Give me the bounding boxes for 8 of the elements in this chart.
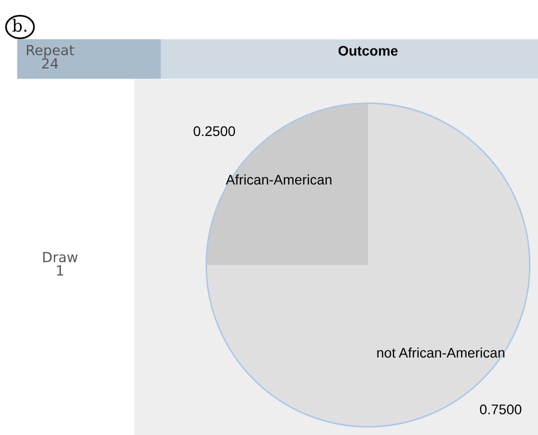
text: Repeat 24 — [26, 44, 74, 69]
text: b. — [12, 18, 26, 32]
chart-title: Outcome — [338, 46, 398, 56]
data-label: 0.2500 — [194, 126, 236, 136]
slice-label: not African-American — [377, 347, 504, 358]
slice-label: African-American — [226, 174, 332, 185]
text: Draw 1 — [43, 252, 78, 276]
data-label: 0.7500 — [480, 404, 522, 414]
